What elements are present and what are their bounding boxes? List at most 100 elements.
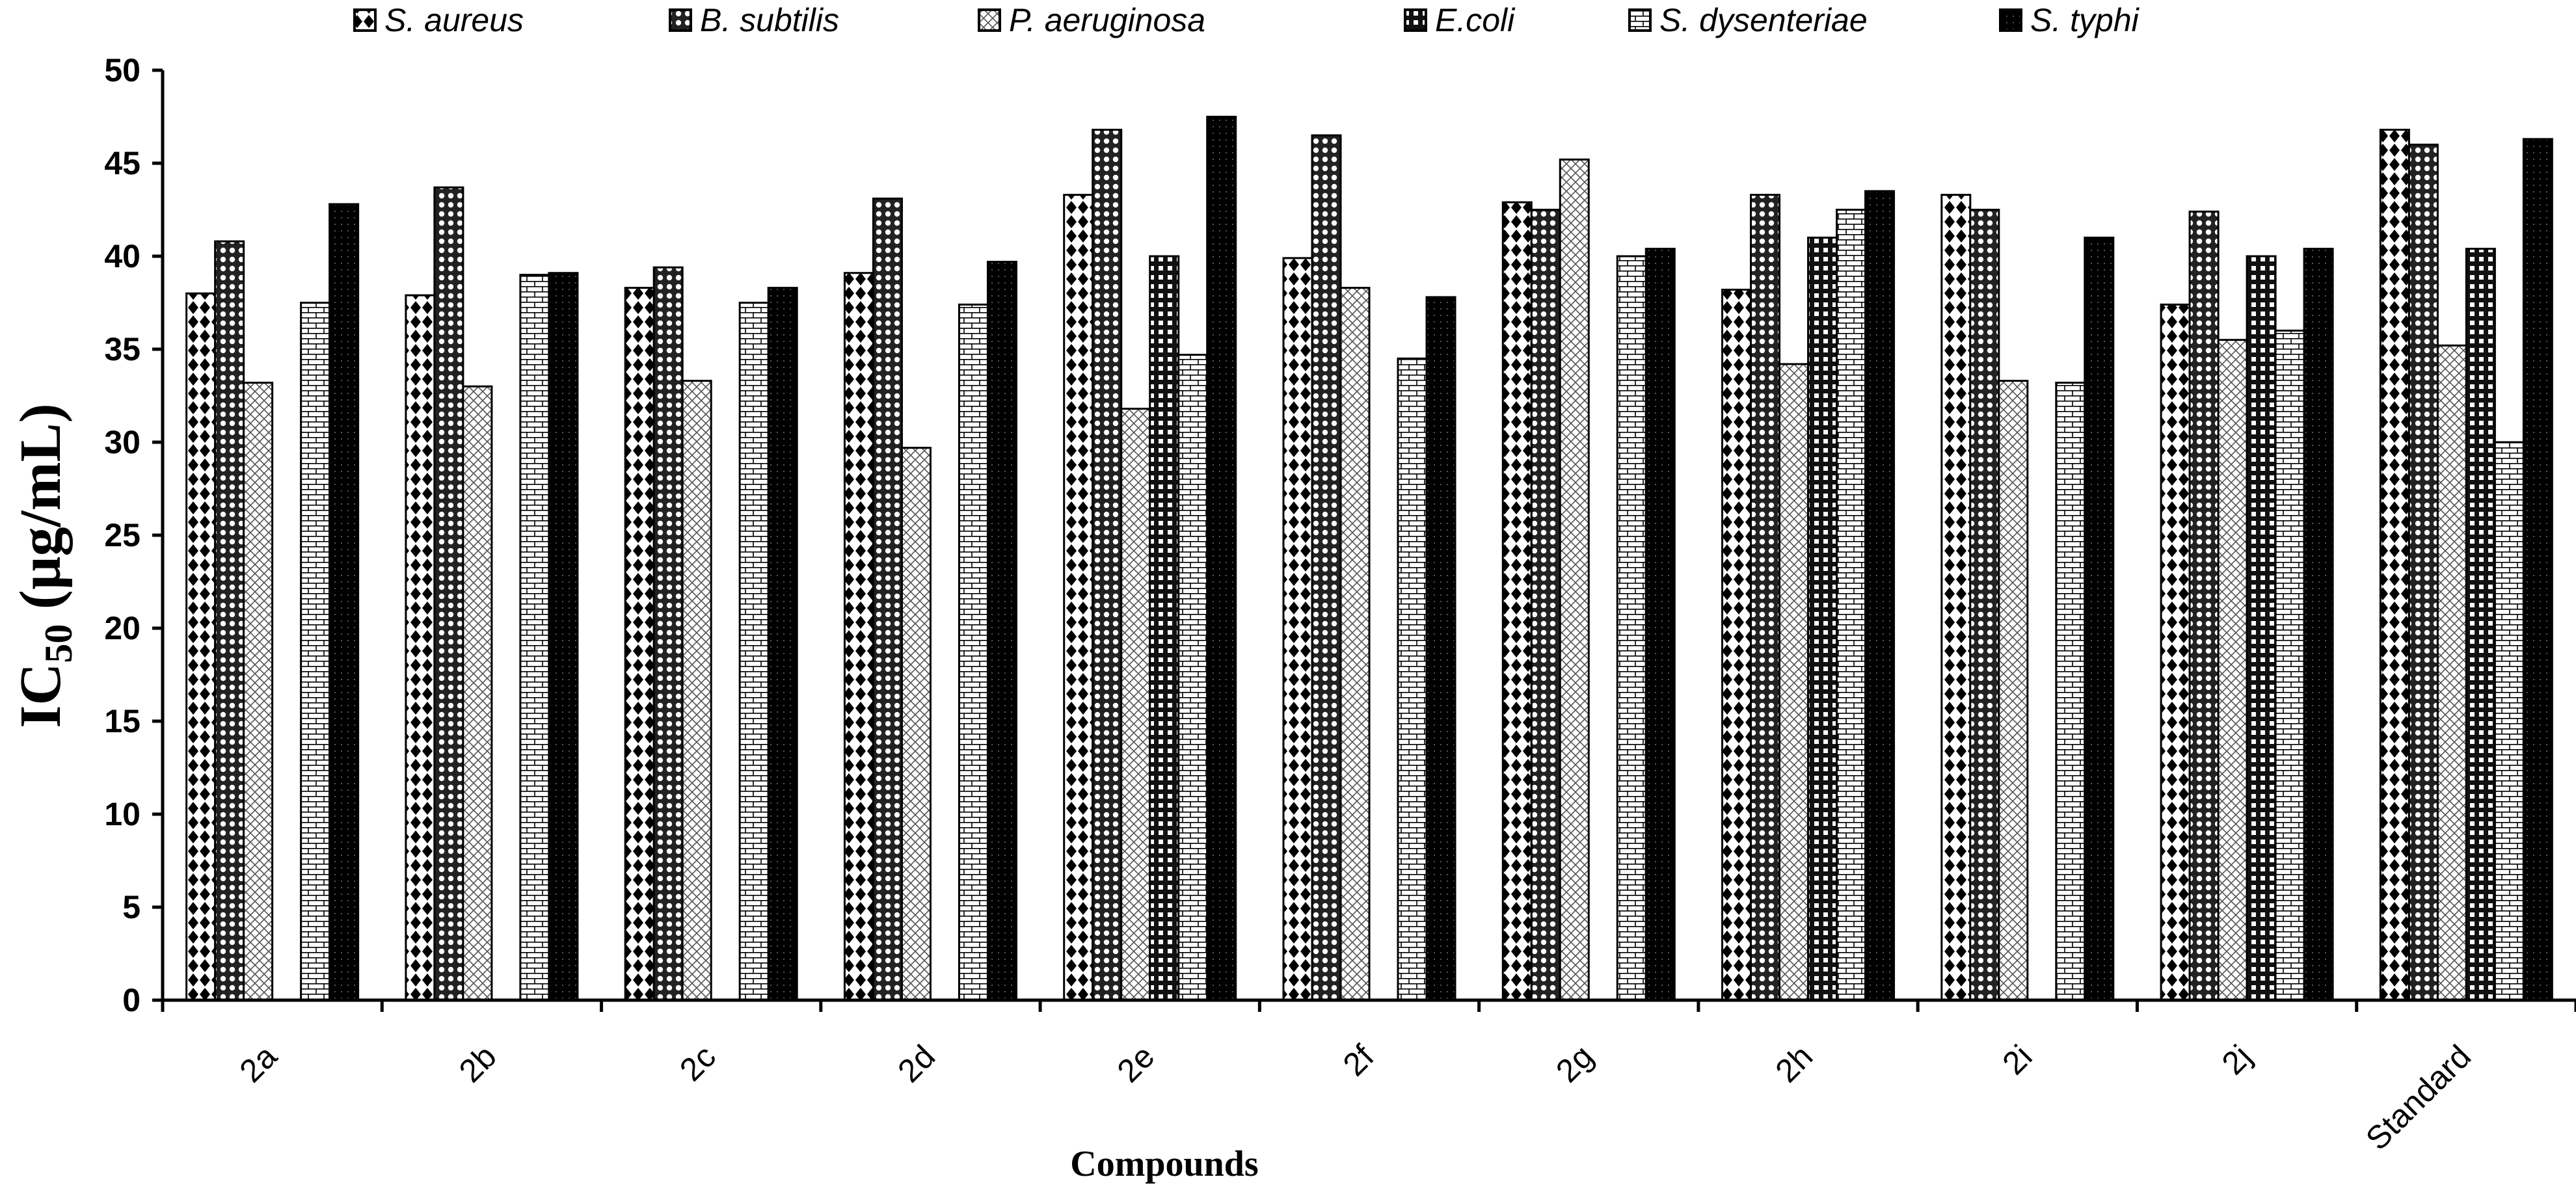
- bar-s-dysenteriae-2j: [2274, 329, 2305, 1001]
- bar-s-aureus-2j: [2160, 303, 2191, 1001]
- x-tick-label-2e: 2e: [1110, 1038, 1162, 1089]
- bar-s-aureus-2e: [1063, 194, 1094, 1001]
- legend-item-s-typhi: S. typhi: [1999, 2, 2140, 38]
- bar-s-typhi-2a: [329, 203, 360, 1001]
- y-tick-label: 30: [104, 424, 141, 460]
- bar-p-aeruginosa-2j: [2217, 339, 2248, 1001]
- bar-s-aureus-2c: [624, 287, 655, 1001]
- bar-s-dysenteriae-2h: [1836, 209, 1867, 1001]
- x-axis-title: Compounds: [1070, 1144, 1258, 1184]
- bar-s-typhi-2d: [986, 261, 1017, 1001]
- bar-s-typhi-2h: [1864, 190, 1896, 1001]
- bar-p-aeruginosa-2c: [681, 380, 712, 1001]
- bar-b-subtilis-2i: [1969, 209, 2000, 1001]
- legend-label-b-subtilis: B. subtilis: [700, 2, 839, 38]
- bar-b-subtilis-2h: [1750, 194, 1781, 1001]
- bar-s-aureus-2a: [185, 292, 217, 1001]
- x-tick-label-2i: 2i: [1995, 1038, 2039, 1081]
- x-tick-label-2c: 2c: [673, 1038, 723, 1088]
- legend-label-p-aeruginosa: P. aeruginosa: [1009, 2, 1205, 38]
- y-tick-label: 45: [104, 145, 141, 181]
- bar-s-typhi-2c: [767, 287, 798, 1001]
- y-axis-title-main: IC: [8, 663, 73, 728]
- y-tick-label: 0: [122, 982, 141, 1018]
- bar-s-dysenteriae-2i: [2055, 381, 2086, 1001]
- legend-swatch-s-typhi: [1999, 8, 2022, 32]
- legend-label-s-typhi: S. typhi: [2030, 2, 2140, 38]
- bar-p-aeruginosa-standard: [2436, 344, 2467, 1001]
- bar-s-dysenteriae-2b: [519, 274, 550, 1001]
- legend-label-s-aureus: S. aureus: [384, 2, 524, 38]
- x-tick-label-2h: 2h: [1768, 1038, 1819, 1089]
- bar-b-subtilis-2g: [1530, 209, 1561, 1001]
- y-tick-label: 40: [104, 238, 141, 274]
- bar-b-subtilis-2f: [1311, 134, 1342, 1001]
- bar-e-coli-2e: [1149, 255, 1180, 1001]
- bar-b-subtilis-2b: [433, 186, 464, 1001]
- y-tick-label: 35: [104, 331, 141, 367]
- y-tick-label: 25: [104, 517, 141, 553]
- bar-p-aeruginosa-2h: [1778, 363, 1810, 1001]
- legend-label-e-coli: E.coli: [1435, 2, 1516, 38]
- bar-s-dysenteriae-2a: [300, 302, 331, 1001]
- y-tick-label: 10: [104, 796, 141, 832]
- legend-item-s-dysenteriae: S. dysenteriae: [1628, 2, 1868, 38]
- bar-s-typhi-2e: [1206, 116, 1237, 1001]
- x-tick-label-2b: 2b: [452, 1038, 503, 1089]
- bar-s-typhi-2j: [2303, 248, 2334, 1001]
- legend-swatch-b-subtilis: [669, 8, 692, 32]
- bar-s-typhi-2g: [1644, 248, 1676, 1001]
- x-tick-label-2j: 2j: [2215, 1038, 2259, 1081]
- legend-item-b-subtilis: B. subtilis: [669, 2, 839, 38]
- bar-b-subtilis-2j: [2188, 210, 2220, 1001]
- bar-p-aeruginosa-2i: [1998, 380, 2029, 1001]
- bar-s-dysenteriae-2d: [958, 303, 989, 1001]
- legend-item-p-aeruginosa: P. aeruginosa: [978, 2, 1205, 38]
- x-tick-label-standard: Standard: [2359, 1038, 2478, 1157]
- bar-e-coli-2j: [2246, 255, 2277, 1001]
- bar-b-subtilis-2c: [652, 266, 684, 1001]
- bars: [185, 116, 2553, 1001]
- legend-swatch-s-dysenteriae: [1628, 8, 1652, 32]
- bar-s-aureus-standard: [2379, 129, 2410, 1001]
- bar-s-dysenteriae-2e: [1177, 354, 1209, 1001]
- legend-item-e-coli: E.coli: [1404, 2, 1516, 38]
- bar-p-aeruginosa-2a: [243, 381, 274, 1001]
- bar-s-aureus-2f: [1282, 257, 1313, 1001]
- bar-e-coli-standard: [2465, 248, 2496, 1001]
- bar-e-coli-2h: [1807, 236, 1838, 1001]
- bar-s-typhi-2f: [1425, 296, 1456, 1001]
- y-tick-label: 5: [122, 889, 141, 925]
- bar-b-subtilis-standard: [2408, 143, 2439, 1001]
- bar-b-subtilis-2a: [214, 240, 245, 1001]
- legend: S. aureus B. subtilis P. aeruginosa E.coli S…: [353, 2, 2140, 38]
- bar-b-subtilis-2e: [1092, 129, 1123, 1001]
- bar-s-dysenteriae-2f: [1397, 357, 1428, 1001]
- x-tick-label-2d: 2d: [891, 1038, 942, 1089]
- legend-label-s-dysenteriae: S. dysenteriae: [1659, 2, 1868, 38]
- bar-s-typhi-standard: [2522, 138, 2553, 1001]
- x-tick-label-2g: 2g: [1549, 1038, 1600, 1089]
- bar-s-dysenteriae-standard: [2493, 441, 2525, 1001]
- bar-p-aeruginosa-2f: [1339, 287, 1371, 1001]
- x-axis: 2a 2b 2c 2d 2e 2f 2g 2h 2i 2j Standard: [161, 998, 2576, 1157]
- bar-s-dysenteriae-2g: [1616, 255, 1647, 1001]
- y-tick-label: 50: [104, 52, 141, 88]
- y-axis-title: IC50 (µg/mL): [8, 403, 80, 728]
- bar-p-aeruginosa-2e: [1120, 408, 1151, 1001]
- bar-s-typhi-2b: [548, 272, 579, 1001]
- bar-p-aeruginosa-2g: [1559, 158, 1590, 1001]
- bar-p-aeruginosa-2b: [462, 385, 493, 1001]
- bar-s-typhi-2i: [2084, 236, 2115, 1001]
- bar-p-aeruginosa-2d: [900, 447, 932, 1001]
- y-tick-label: 20: [104, 610, 141, 646]
- legend-swatch-s-aureus: [353, 8, 377, 32]
- y-axis-title-units: (µg/mL): [8, 403, 73, 624]
- y-tick-label: 15: [104, 703, 141, 739]
- y-axis-title-subscript: 50: [37, 624, 80, 663]
- y-axis: 0 5 10 15 20 25 30 35 40 45 50: [104, 52, 165, 1018]
- legend-swatch-e-coli: [1404, 8, 1427, 32]
- bar-s-aureus-2b: [405, 294, 436, 1001]
